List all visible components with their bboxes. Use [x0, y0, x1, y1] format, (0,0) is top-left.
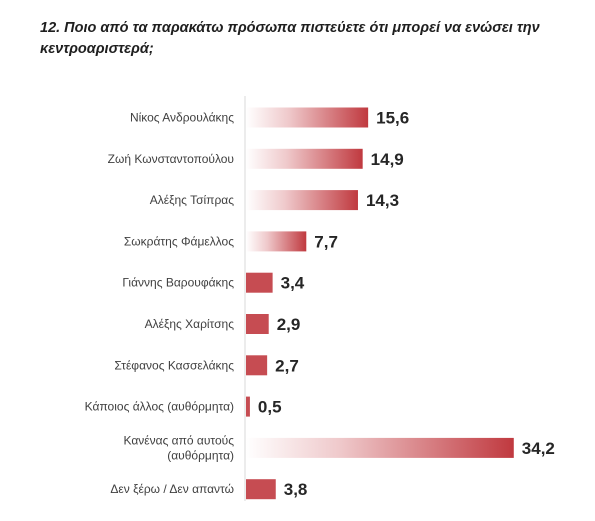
data-label: 15,6 [376, 109, 409, 128]
bar [246, 396, 250, 417]
category-label: Αλέξης Τσίπρας [150, 193, 234, 207]
chart-title: 12. Ποιο από τα παρακάτω πρόσωπα πιστεύε… [40, 20, 540, 57]
bar [246, 148, 363, 169]
bar [246, 479, 276, 500]
category-label: Κανένας από αυτούς (αυθόρμητα) [123, 433, 234, 462]
data-label: 3,4 [281, 274, 305, 293]
category-label: Στέφανος Κασσελάκης [114, 358, 234, 372]
category-label: Κάποιος άλλος (αυθόρμητα) [85, 400, 234, 414]
bar [246, 272, 273, 293]
bar [246, 190, 358, 211]
data-label: 2,7 [275, 356, 299, 375]
category-label: Δεν ξέρω / Δεν απαντώ [110, 482, 234, 496]
bar [246, 355, 268, 376]
category-label: Ζωή Κωνσταντοπούλου [108, 152, 234, 166]
category-label: Αλέξης Χαρίτσης [145, 317, 235, 331]
category-label: Γιάννης Βαρουφάκης [122, 276, 234, 290]
data-label: 3,8 [284, 480, 308, 499]
category-label: Σωκράτης Φάμελλος [124, 234, 234, 248]
data-label: 34,2 [522, 439, 555, 458]
bar [246, 231, 307, 252]
data-label: 2,9 [277, 315, 301, 334]
data-label: 0,5 [258, 398, 282, 417]
bar [246, 107, 369, 128]
category-label: Νίκος Ανδρουλάκης [130, 111, 234, 125]
bar [246, 314, 269, 334]
data-label: 14,3 [366, 191, 399, 210]
bar [246, 437, 514, 458]
data-label: 14,9 [371, 150, 404, 169]
data-label: 7,7 [314, 232, 338, 251]
